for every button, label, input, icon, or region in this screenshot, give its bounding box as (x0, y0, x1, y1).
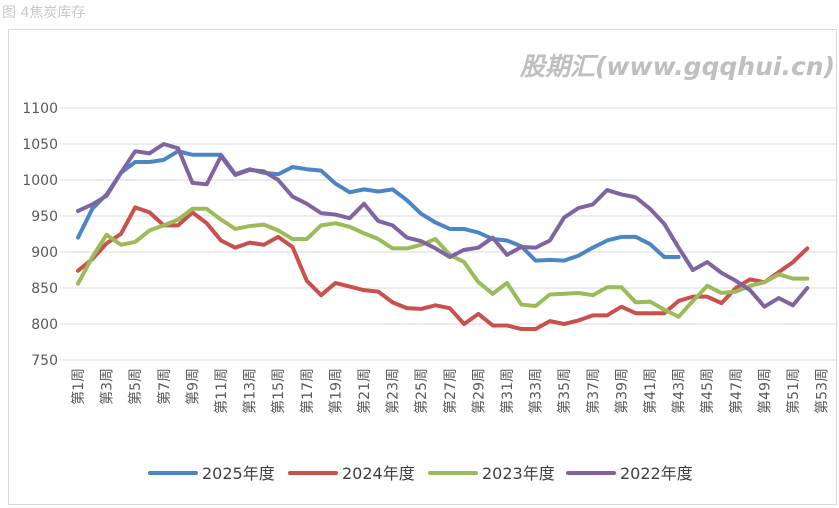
x-axis-ticks: 第1周 第3周 第5周 第7周 第9周 第11周 第13周 第15周 第17周 第19周 第21周第… (70, 368, 831, 414)
gridlines (60, 107, 838, 361)
x-tick-label: 第19周 (327, 368, 344, 414)
watermark: 股期汇(www.gqqhui.cn) (519, 52, 835, 81)
y-tick-label: 850 (31, 281, 58, 297)
x-tick-label: 第17周 (299, 368, 316, 414)
x-tick-label: 第15周 (270, 368, 287, 414)
y-tick-label: 1100 (22, 101, 58, 117)
chart-frame (8, 29, 837, 505)
x-tick-label: 第7周 (156, 368, 173, 405)
x-tick-label: 第35周 (556, 368, 573, 414)
x-tick-label: 第41周 (642, 368, 659, 414)
series-line-2022年度 (76, 142, 810, 309)
y-tick-label: 1000 (22, 173, 58, 189)
x-tick-label: 第53周 (814, 368, 831, 414)
x-tick-label: 第3周 (99, 368, 116, 405)
y-tick-label: 800 (31, 317, 58, 333)
y-tick-label: 1050 (22, 137, 58, 153)
legend-item: 2025年度 (148, 464, 275, 483)
series-line-2023年度 (76, 206, 810, 319)
legend: 2025年度 2024年度 2023年度 2022年度 (148, 464, 693, 483)
y-tick-label: 900 (31, 245, 58, 261)
y-axis-ticks: 750 800 850 900 950 1000 1050 1100 (22, 101, 58, 369)
x-tick-label: 第11周 (213, 368, 230, 414)
x-tick-label: 第1周 (70, 368, 87, 405)
x-tick-label: 第33周 (528, 368, 545, 414)
x-tick-label: 第31周 (499, 368, 516, 414)
x-tick-label: 第45周 (699, 368, 716, 414)
legend-label: 2024年度 (342, 464, 415, 483)
legend-label: 2022年度 (620, 464, 693, 483)
x-tick-label: 第39周 (613, 368, 630, 414)
x-tick-label: 第13周 (242, 368, 259, 414)
series-line-2024年度 (76, 205, 810, 332)
legend-item: 2024年度 (288, 464, 415, 483)
x-tick-label: 第47周 (728, 368, 745, 414)
x-tick-label: 第5周 (127, 368, 144, 405)
x-tick-label: 第27周 (442, 368, 459, 414)
x-tick-label: 第43周 (671, 368, 688, 414)
x-tick-label: 第51周 (785, 368, 802, 414)
legend-item: 2023年度 (428, 464, 555, 483)
x-tick-label: 第49周 (756, 368, 773, 414)
y-tick-label: 950 (31, 209, 58, 225)
figure-title: 图 4焦炭库存 (2, 5, 86, 21)
x-tick-label: 第21周 (356, 368, 373, 414)
x-tick-label: 第25周 (413, 368, 430, 414)
x-tick-label: 第37周 (585, 368, 602, 414)
x-tick-label: 第9周 (184, 368, 201, 405)
x-tick-label: 第29周 (470, 368, 487, 414)
y-tick-label: 750 (31, 353, 58, 369)
x-tick-label: 第23周 (385, 368, 402, 414)
series-lines (76, 142, 810, 332)
legend-label: 2023年度 (482, 464, 555, 483)
legend-label: 2025年度 (202, 464, 275, 483)
legend-item: 2022年度 (566, 464, 693, 483)
